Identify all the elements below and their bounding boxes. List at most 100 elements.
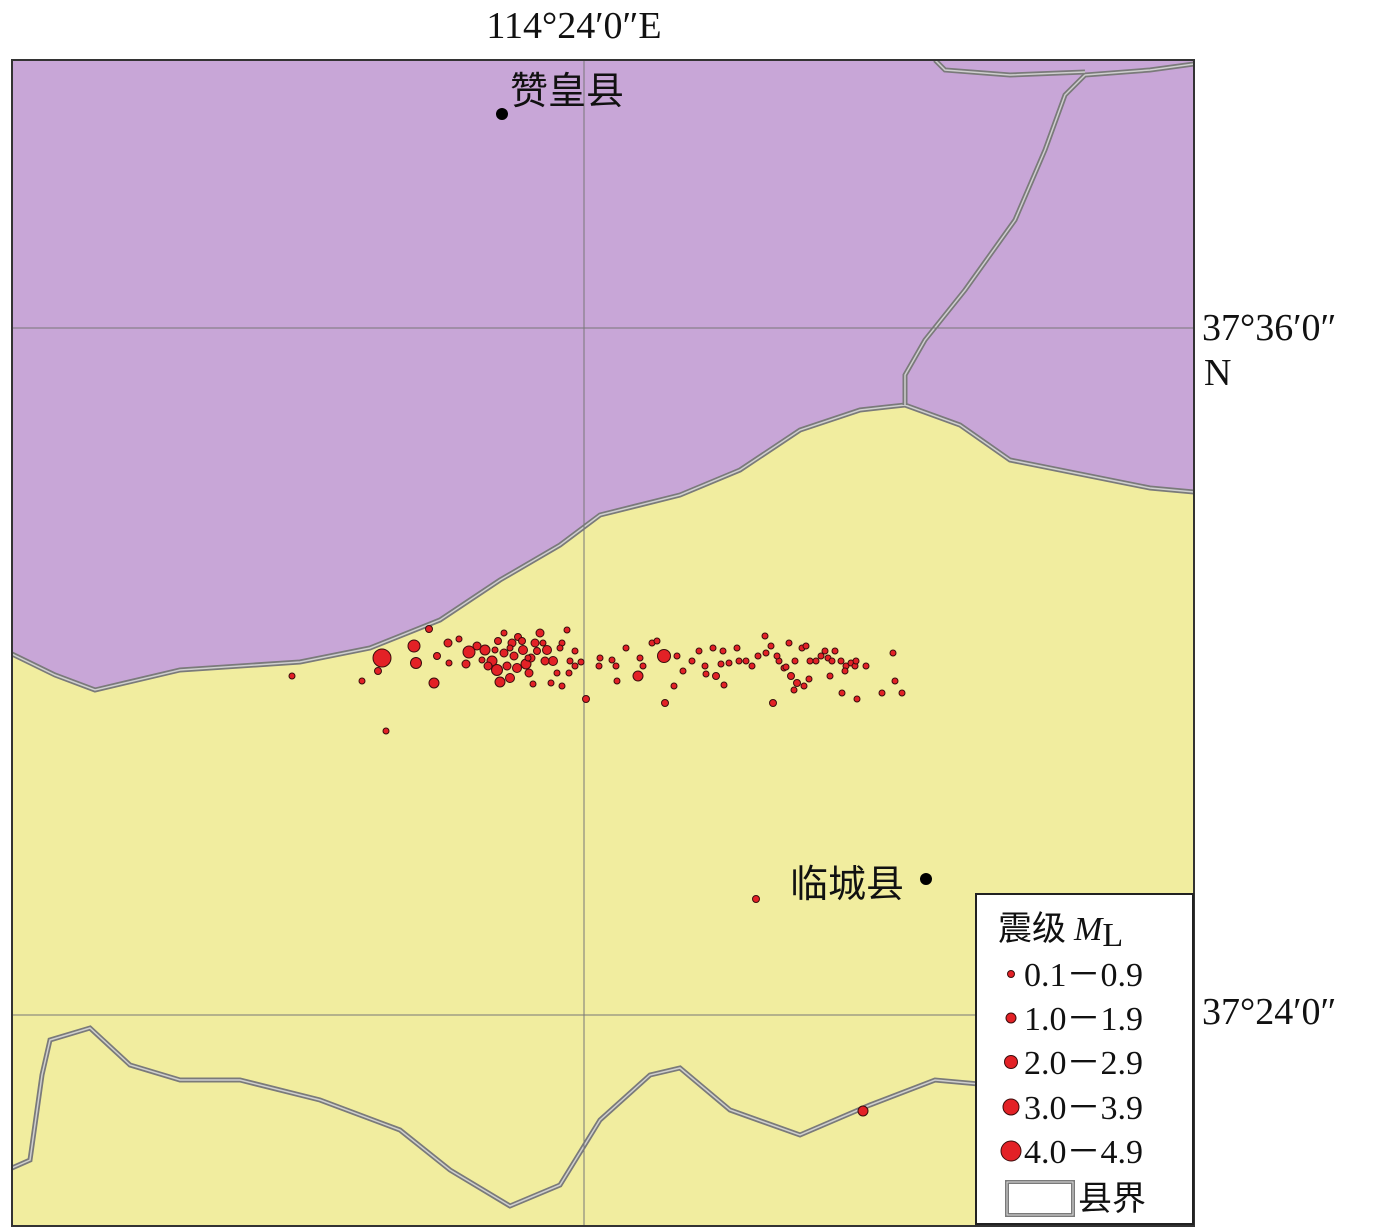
map-frame (11, 59, 1195, 1227)
earthquake-epicenter-marker (612, 662, 620, 670)
earthquake-epicenter-marker (639, 662, 647, 670)
earthquake-epicenter-marker (852, 657, 860, 665)
earthquake-epicenter-marker (524, 654, 532, 662)
earthquake-epicenter-marker (719, 647, 727, 655)
earthquake-epicenter-marker (862, 662, 870, 670)
earthquake-epicenter-marker (733, 644, 741, 652)
earthquake-epicenter-marker (374, 667, 382, 675)
earthquake-epicenter-marker (709, 644, 717, 652)
earthquake-epicenter-marker (720, 681, 728, 689)
earthquake-epicenter-marker (661, 699, 669, 707)
earthquake-epicenter-marker (358, 677, 366, 685)
earthquake-epicenter-marker (791, 657, 799, 665)
quake-dot-l-icon (1002, 1098, 1020, 1116)
earthquake-epicenter-marker (530, 638, 540, 648)
legend: 震级 ML 0.1－0.9 1.0－1.9 2.0－2.9 3.0－3.9 4.0… (975, 893, 1194, 1225)
earthquake-epicenter-marker (608, 656, 616, 664)
earthquake-epicenter-marker (735, 657, 743, 665)
earthquake-epicenter-marker (558, 682, 566, 690)
earthquake-epicenter-marker (433, 652, 441, 660)
earthquake-epicenter-marker (679, 667, 687, 675)
place-label-lincheng: 临城县 (790, 862, 904, 906)
earthquake-epicenter-marker (547, 679, 555, 687)
earthquake-epicenter-marker (673, 652, 681, 660)
earthquake-epicenter-marker (800, 682, 808, 690)
earthquake-epicenter-marker (767, 642, 775, 650)
earthquake-epicenter-marker (805, 675, 813, 683)
earthquake-epicenter-marker (891, 677, 899, 685)
earthquake-epicenter-marker (841, 667, 849, 675)
legend-item-label: 1.0－1.9 (1024, 1001, 1143, 1038)
earthquake-epicenter-marker (754, 652, 762, 660)
earthquake-epicenter-marker (491, 646, 499, 654)
earthquake-epicenter-marker (806, 657, 814, 665)
earthquake-epicenter-marker (445, 659, 453, 667)
earthquake-epicenter-marker (518, 645, 528, 655)
earthquake-epicenter-marker (425, 625, 433, 633)
earthquake-epicenter-marker (595, 662, 603, 670)
earthquake-epicenter-marker (793, 679, 801, 687)
earthquake-epicenter-marker (742, 657, 750, 665)
legend-title-subscript: L (1102, 917, 1123, 954)
earthquake-epicenter-marker (563, 626, 571, 634)
earthquake-epicenter-marker (505, 673, 515, 683)
earthquake-epicenter-marker (670, 682, 678, 690)
zanhuang-county-region (12, 60, 1194, 690)
earthquake-epicenter-marker (688, 657, 696, 665)
latitude-hemisphere-label: N (1204, 352, 1231, 394)
latitude-label-upper: 37°36′0″ (1202, 307, 1336, 349)
earthquake-epicenter-marker (748, 662, 756, 670)
earthquake-epicenter-marker (785, 639, 793, 647)
earthquake-epicenter-marker (506, 644, 514, 652)
legend-title: 震级 ML (998, 909, 1123, 954)
earthquake-epicenter-marker (837, 657, 845, 665)
earthquake-epicenter-marker (762, 649, 770, 657)
earthquake-epicenter-marker (566, 657, 574, 665)
earthquake-epicenter-marker (524, 668, 534, 678)
earthquake-epicenter-marker (787, 672, 795, 680)
legend-item-label: 3.0－3.9 (1024, 1090, 1143, 1127)
earthquake-epicenter-marker (898, 689, 906, 697)
earthquake-epicenter-marker (826, 672, 834, 680)
boundary-swatch-icon (1005, 1180, 1075, 1217)
earthquake-epicenter-marker (455, 635, 463, 643)
county-boundaries (12, 60, 1194, 1209)
earthquake-epicenter-marker (838, 689, 846, 697)
longitude-label: 114°24′0″E (486, 5, 661, 47)
city-dot-icon (920, 873, 932, 885)
earthquake-epicenter-marker (773, 652, 781, 660)
earthquake-epicenter-marker (831, 647, 839, 655)
earthquake-epicenter-marker (443, 638, 453, 648)
earthquake-epicenter-marker (769, 699, 777, 707)
earthquake-epicenter-marker (712, 672, 720, 680)
quake-dot-s-icon (1005, 1012, 1017, 1024)
earthquake-epicenter-marker (502, 661, 512, 671)
earthquake-epicenter-marker (491, 664, 503, 676)
earthquake-epicenter-marker (512, 663, 522, 673)
earthquake-epicenter-marker (556, 644, 564, 652)
map-body: 赞皇县 临城县 (12, 60, 1194, 1226)
legend-item-label: 2.0－2.9 (1024, 1045, 1143, 1082)
earthquake-epicenter-marker (821, 647, 829, 655)
earthquake-epicenter-marker (494, 637, 502, 645)
earthquake-epicenter-marker (817, 652, 825, 660)
quake-dot-xl-icon (1000, 1140, 1022, 1162)
earthquake-epicenter-marker (657, 649, 671, 663)
earthquake-epicenter-marker (790, 686, 798, 694)
earthquake-epicenter-marker (494, 676, 506, 688)
earthquake-epicenter-marker (518, 637, 526, 645)
earthquake-epicenter-marker (596, 654, 604, 662)
earthquake-epicenter-marker (701, 662, 709, 670)
earthquake-epicenter-marker (382, 727, 390, 735)
earthquake-epicenter-marker (500, 629, 508, 637)
earthquake-epicenter-marker (478, 656, 486, 664)
earthquake-epicenter-marker (461, 659, 471, 669)
earthquake-epicenter-marker (428, 677, 440, 689)
earthquake-epicenter-marker (540, 656, 550, 666)
earthquake-epicenter-marker (857, 1105, 869, 1117)
earthquake-epicenter-marker (632, 670, 644, 682)
earthquake-epicenter-marker (582, 695, 590, 703)
legend-item-label: 4.0－4.9 (1024, 1134, 1143, 1171)
earthquake-epicenter-marker (636, 654, 644, 662)
